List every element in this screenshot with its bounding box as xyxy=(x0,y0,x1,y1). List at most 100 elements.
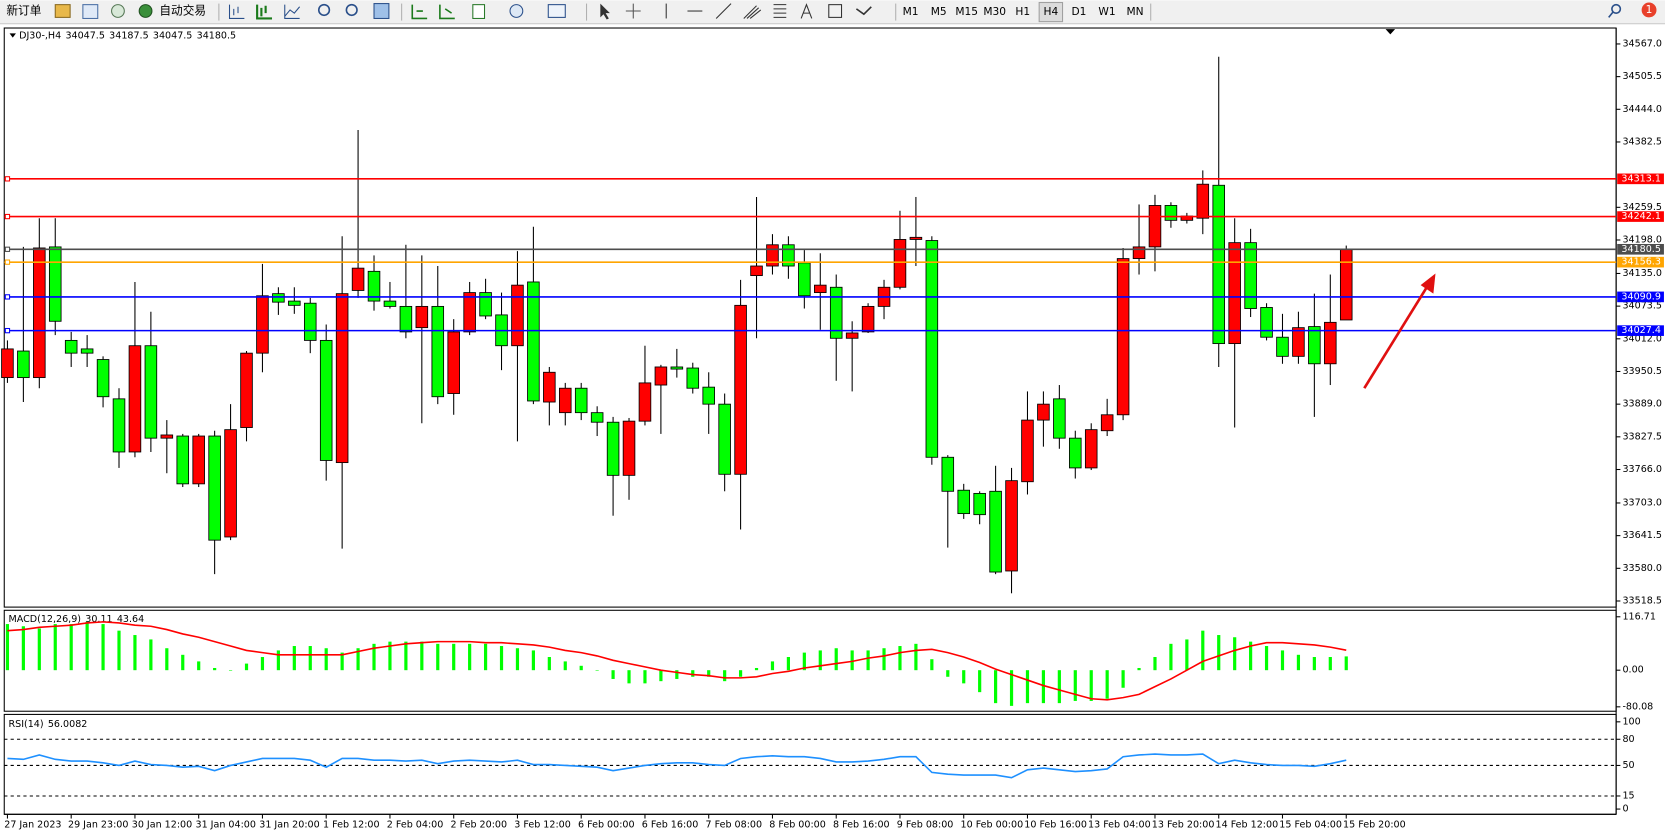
histogram-bar xyxy=(436,643,440,671)
histogram-bar xyxy=(802,652,806,671)
candle-body xyxy=(1069,437,1082,469)
candle-body xyxy=(256,295,269,354)
histogram-bar xyxy=(914,643,918,671)
candle-body xyxy=(1324,321,1337,365)
x-tick-label: 2 Feb 04:00 xyxy=(387,819,444,830)
timeframe-button[interactable]: D1 xyxy=(1071,5,1086,18)
timeframe-button[interactable]: M1 xyxy=(903,5,919,18)
chart-shift-marker xyxy=(1385,29,1396,35)
channel-button[interactable] xyxy=(743,5,762,19)
autoscroll-button[interactable] xyxy=(411,4,428,20)
candle-body xyxy=(527,281,540,402)
alerts-badge[interactable] xyxy=(1641,2,1657,18)
x-tick-label: 2 Feb 20:00 xyxy=(451,819,508,830)
signal-value: 43.64 xyxy=(117,613,144,624)
timeframe-button[interactable]: H1 xyxy=(1015,5,1030,18)
bar-chart-button[interactable] xyxy=(228,4,245,19)
level-label: 34313.1 xyxy=(1621,173,1660,184)
level-label-box xyxy=(1617,243,1664,255)
level-label: 34180.5 xyxy=(1621,244,1660,255)
histogram-bar xyxy=(1169,643,1173,671)
zoom-in-button[interactable] xyxy=(317,3,331,17)
x-tick-label: 6 Feb 16:00 xyxy=(642,819,699,830)
fibo-button[interactable] xyxy=(773,4,787,18)
candle-body xyxy=(303,302,317,341)
zoom-out-button[interactable] xyxy=(345,3,358,17)
candle-body xyxy=(447,331,460,394)
histogram-bar xyxy=(85,621,89,671)
level-label-box xyxy=(1617,291,1664,303)
candle-body xyxy=(957,489,970,515)
histogram-bar xyxy=(659,670,663,682)
candle-body xyxy=(1260,307,1273,338)
y-tick-label: 100 xyxy=(1622,716,1640,727)
histogram-bar xyxy=(531,650,535,671)
trendline-button[interactable] xyxy=(715,3,732,19)
timeframe-button[interactable]: M15 xyxy=(955,5,978,18)
candle-body xyxy=(383,300,397,307)
histogram-bar xyxy=(276,650,280,671)
candle-body xyxy=(1005,480,1018,572)
rsi-header: RSI(14) 56.0082 xyxy=(9,718,88,729)
histogram-bar xyxy=(420,641,424,671)
timeframe-button[interactable]: MN xyxy=(1126,5,1143,18)
label-button[interactable] xyxy=(828,4,843,18)
candle-body xyxy=(782,244,795,267)
candle-body xyxy=(861,305,875,333)
x-tick-label: 30 Jan 12:00 xyxy=(132,819,192,830)
level-anchor xyxy=(4,259,11,265)
auto-trading-button[interactable]: 自动交易 xyxy=(159,4,206,18)
x-tick-label: 7 Feb 08:00 xyxy=(706,819,763,830)
templates-button[interactable] xyxy=(547,4,566,18)
histogram-bar xyxy=(1296,654,1301,671)
high-value: 34187.5 xyxy=(109,30,148,41)
histogram-bar xyxy=(1073,670,1077,701)
cursor-button[interactable] xyxy=(600,3,610,20)
histogram-bar xyxy=(1153,657,1157,671)
timeframe-button[interactable]: M5 xyxy=(931,5,947,18)
x-tick-label: 1 Feb 12:00 xyxy=(323,819,380,830)
candle-body xyxy=(192,435,205,485)
indicators-button[interactable] xyxy=(472,4,486,19)
crosshair-button[interactable] xyxy=(625,3,641,19)
y-tick-label: 33518.5 xyxy=(1622,595,1661,606)
text-button[interactable] xyxy=(800,3,813,19)
auto-trading-icon[interactable] xyxy=(138,4,153,18)
histogram-bar xyxy=(898,646,902,671)
candle-body xyxy=(128,345,142,453)
timeframe-button[interactable]: M30 xyxy=(983,5,1006,18)
icon-button[interactable] xyxy=(111,4,125,18)
line-chart-button[interactable] xyxy=(284,4,301,19)
histogram-bar xyxy=(930,659,934,671)
histogram-bar xyxy=(1264,646,1269,671)
level-label-box xyxy=(1617,211,1664,222)
timeframe-button[interactable]: W1 xyxy=(1098,5,1115,18)
new-order-button[interactable]: 新订单 xyxy=(6,4,41,18)
icon-button[interactable] xyxy=(82,4,99,19)
x-tick-label: 31 Jan 04:00 xyxy=(196,819,256,830)
histogram-bar xyxy=(165,648,169,671)
histogram-bar xyxy=(197,661,201,671)
price-header: DJ30-,H4 34047.5 34187.5 34047.5 34180.5 xyxy=(19,30,236,41)
histogram-bar xyxy=(882,648,886,671)
candle-body xyxy=(1244,242,1257,309)
icon-button[interactable] xyxy=(54,4,71,18)
histogram-bar xyxy=(866,650,870,671)
arrows-button[interactable] xyxy=(855,6,872,16)
periods-button[interactable] xyxy=(509,4,524,18)
candle-chart-button[interactable] xyxy=(256,4,273,20)
histogram-bar xyxy=(978,670,982,693)
histogram-bar xyxy=(244,663,249,671)
candle-body xyxy=(1339,248,1353,321)
timeframe-button[interactable]: H4 xyxy=(1043,5,1058,18)
tile-button[interactable] xyxy=(373,3,390,19)
histogram-bar xyxy=(1249,641,1253,671)
histogram-bar xyxy=(1089,670,1093,701)
candle-body xyxy=(112,398,126,453)
candle-body xyxy=(1021,419,1034,483)
candle-body xyxy=(1100,414,1114,432)
histogram-bar xyxy=(946,670,950,677)
shift-button[interactable] xyxy=(439,4,455,20)
search-button[interactable] xyxy=(1611,3,1622,14)
alerts-count: 1 xyxy=(1646,3,1653,16)
